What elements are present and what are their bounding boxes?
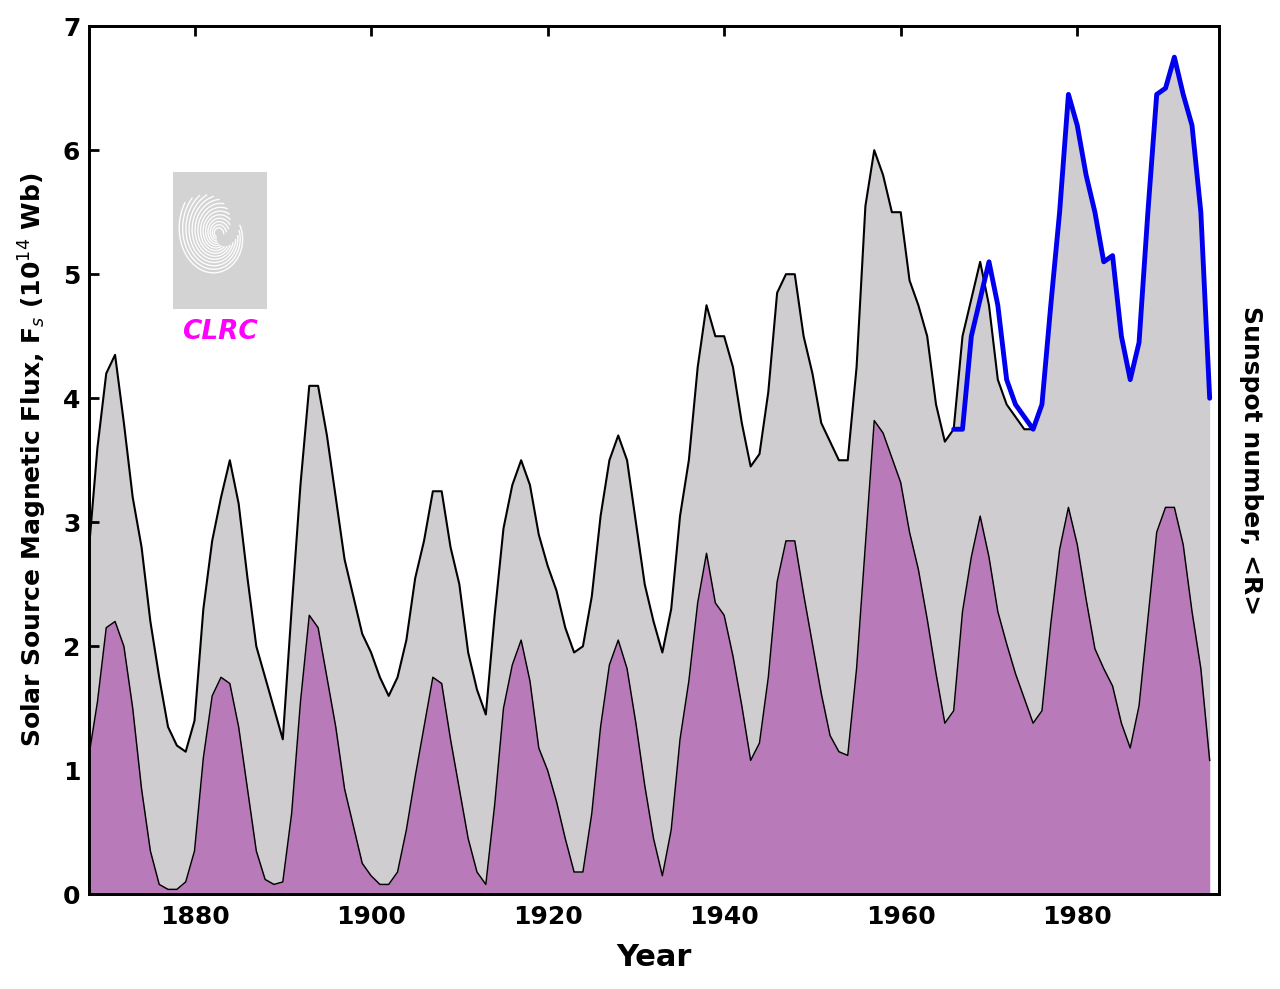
X-axis label: Year: Year (616, 944, 691, 972)
Y-axis label: Solar Source Magnetic Flux, F$_s$ (10$^{14}$ Wb): Solar Source Magnetic Flux, F$_s$ (10$^{… (17, 173, 49, 748)
Text: CLRC: CLRC (182, 318, 257, 345)
Y-axis label: Sunspot number, <R>: Sunspot number, <R> (1239, 306, 1263, 615)
